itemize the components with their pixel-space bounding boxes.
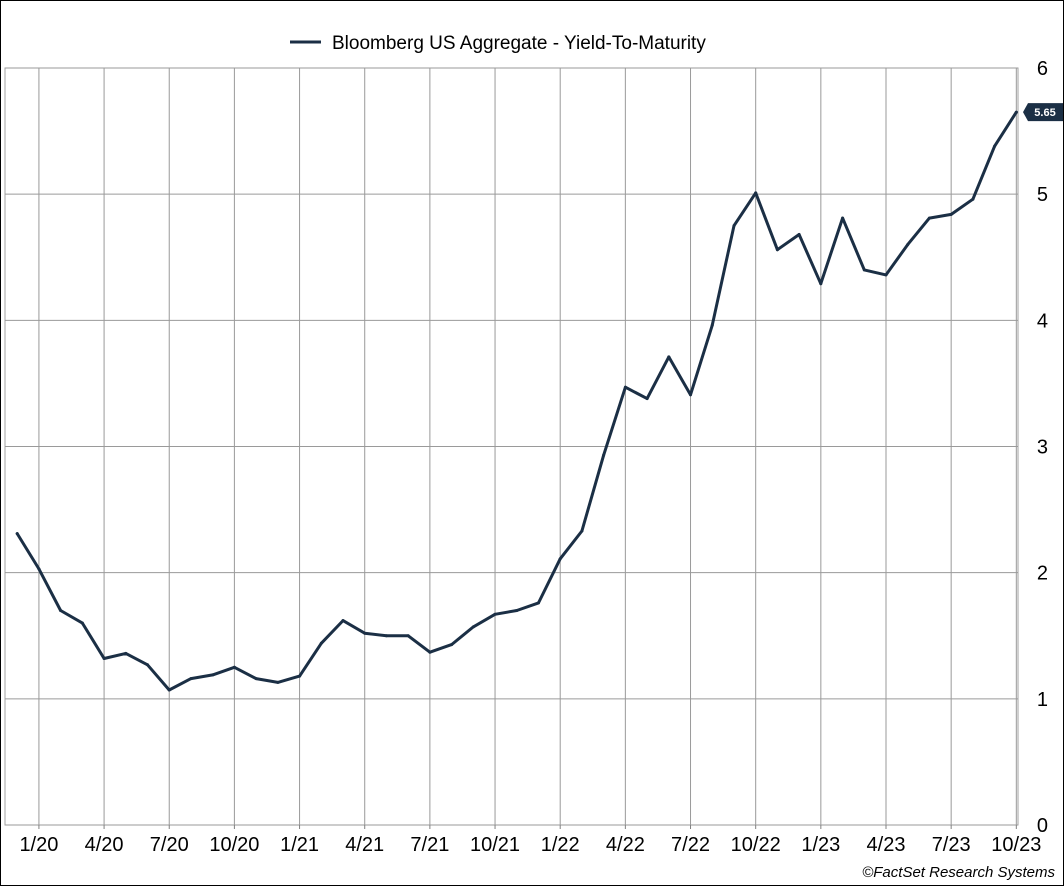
data-point [558,557,562,561]
data-point [124,651,128,655]
data-point [341,619,345,623]
data-point [580,529,584,533]
data-point [1014,110,1018,114]
data-point [775,248,779,252]
badge-label: 5.65 [1034,107,1055,119]
data-point [537,601,540,605]
series-group [15,110,1018,692]
data-point [645,397,649,401]
y-tick-label: 6 [1037,58,1048,80]
data-point [80,621,84,625]
data-point [971,197,975,201]
x-tick-label: 1/21 [280,834,319,856]
x-tick-label: 7/21 [410,834,449,856]
data-point [232,665,236,669]
data-point [710,323,714,327]
y-axis: 0 1 2 3 4 5 6 [1037,58,1048,837]
badge-shape [1023,103,1063,122]
data-point [515,609,519,612]
data-point [167,688,171,692]
data-point [406,634,410,638]
data-point [102,657,106,660]
y-tick-label: 0 [1037,815,1048,837]
legend-label: Bloomberg US Aggregate - Yield-To-Maturi… [332,33,706,54]
data-point [189,677,193,681]
x-axis: 1/20 4/20 7/20 10/20 1/21 4/21 7/21 10/21 1/22 4/… [19,834,1041,856]
x-tick-label: 4/20 [85,834,124,856]
data-point [276,680,280,684]
x-tick-label: 4/22 [606,834,645,856]
data-point [732,224,736,228]
x-tick-label: 4/23 [867,834,906,856]
data-point [211,673,215,677]
data-point [450,643,454,647]
data-point [754,191,758,195]
x-tick-label: 10/23 [991,834,1041,856]
y-tick-label: 3 [1037,437,1048,459]
x-tick-label: 7/22 [671,834,710,856]
x-tick-label: 1/22 [541,834,580,856]
data-point [841,216,845,220]
data-point [471,625,475,629]
last-value-badge: 5.65 [1023,103,1063,122]
data-point [493,612,497,616]
data-point [906,243,910,247]
data-point [319,641,323,645]
x-tick-label: 10/21 [470,834,520,856]
x-tick-label: 4/21 [345,834,384,856]
data-point [428,650,432,654]
grid [4,67,1019,829]
data-point [927,216,931,220]
y-tick-label: 1 [1037,689,1048,711]
x-tick-label: 1/23 [801,834,840,856]
data-point [884,273,888,277]
data-point [146,663,149,667]
data-point [667,355,671,359]
x-tick-label: 7/23 [932,834,971,856]
data-point [298,674,302,678]
y-tick-label: 4 [1037,310,1048,332]
data-point [819,282,823,286]
data-point [384,634,388,638]
x-tick-label: 1/20 [19,834,58,856]
legend: Bloomberg US Aggregate - Yield-To-Maturi… [290,33,706,54]
x-tick-label: 7/20 [150,834,189,856]
data-point [797,233,801,236]
data-point [363,631,367,635]
data-point [254,677,258,681]
data-point [59,609,63,612]
data-point [623,385,627,389]
data-point [862,268,866,272]
x-tick-label: 10/20 [209,834,259,856]
data-point [949,212,953,216]
credit-text: ©FactSet Research Systems [862,864,1055,881]
data-point [689,393,692,397]
series-line [15,110,1018,692]
data-point [602,453,606,457]
data-point [37,567,41,571]
x-tick-label: 10/22 [731,834,781,856]
data-point [993,144,997,148]
y-tick-label: 2 [1037,563,1048,585]
y-tick-label: 5 [1037,184,1048,206]
data-point [15,532,19,536]
